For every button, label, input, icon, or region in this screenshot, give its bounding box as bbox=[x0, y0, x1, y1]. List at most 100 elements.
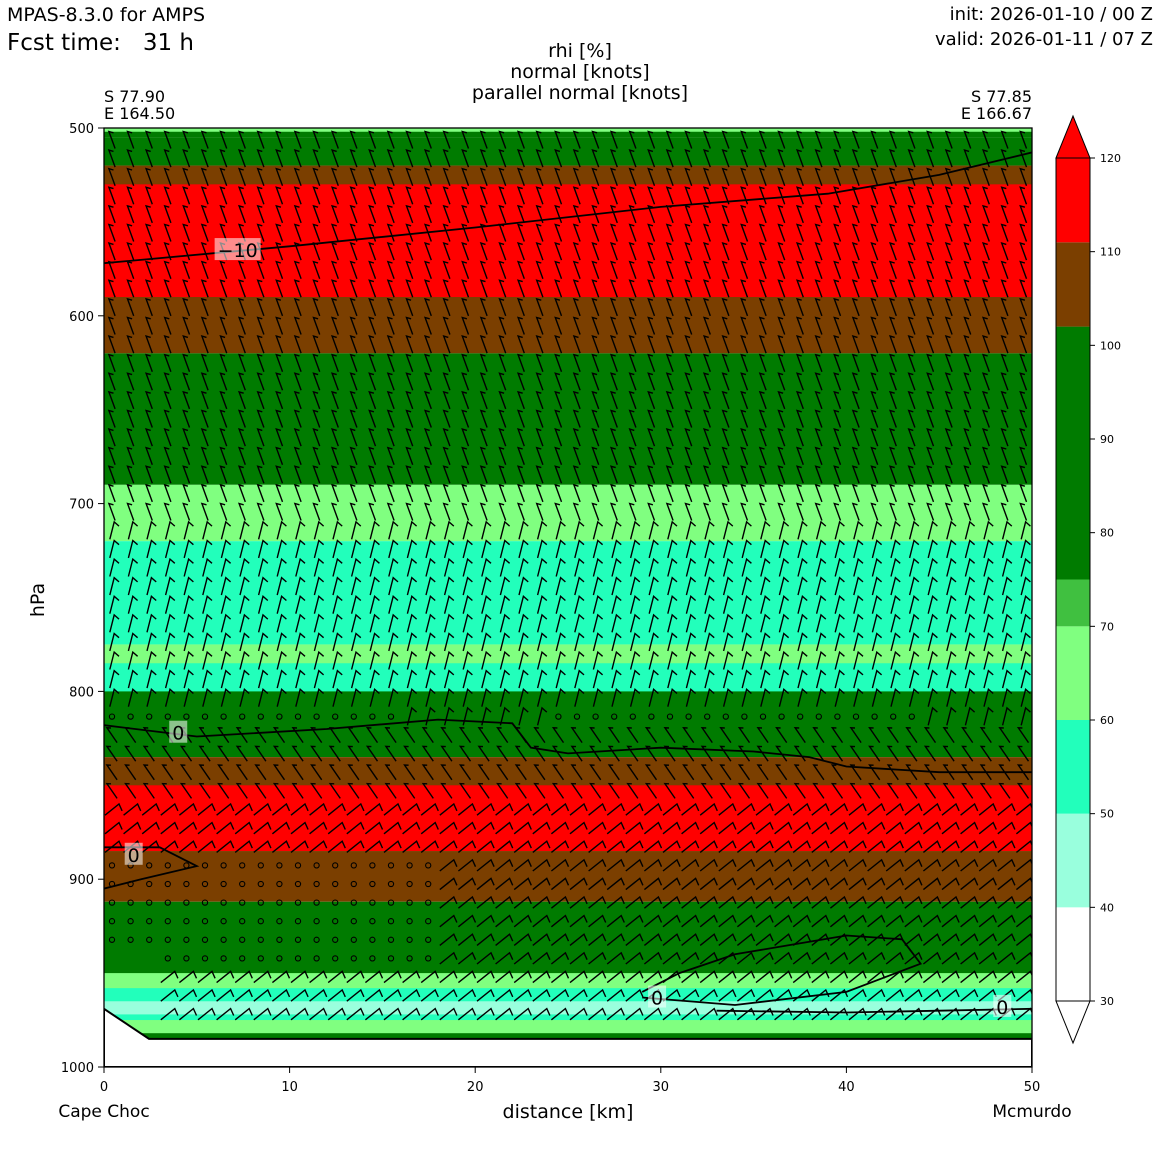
wind-barb bbox=[927, 613, 938, 633]
wind-barb bbox=[628, 260, 637, 279]
wind-barb bbox=[513, 914, 532, 928]
wind-barb bbox=[514, 764, 527, 781]
wind-barb bbox=[257, 613, 269, 633]
wind-barb bbox=[758, 223, 767, 242]
wind-barb bbox=[368, 223, 377, 242]
wind-barb bbox=[760, 520, 771, 540]
wind-barb bbox=[312, 186, 321, 205]
wind-barb bbox=[439, 951, 458, 965]
contour-label-bg bbox=[648, 985, 667, 1008]
wind-barb bbox=[963, 316, 972, 335]
wind-barb bbox=[403, 782, 416, 799]
wind-barb bbox=[160, 840, 179, 853]
calm-wind-mark bbox=[127, 713, 134, 720]
wind-barb bbox=[833, 242, 842, 261]
wind-barb bbox=[926, 260, 935, 279]
wind-barb bbox=[963, 409, 972, 428]
wind-barb bbox=[439, 802, 458, 816]
wind-barb bbox=[295, 557, 306, 577]
calm-wind-mark bbox=[332, 899, 339, 906]
wind-barb bbox=[736, 840, 756, 853]
wind-barb bbox=[740, 297, 749, 317]
wind-barb bbox=[532, 914, 551, 928]
wind-barb bbox=[758, 465, 767, 484]
wind-barb bbox=[665, 483, 674, 503]
wind-barb bbox=[109, 650, 120, 670]
wind-barb bbox=[442, 353, 451, 372]
wind-barb bbox=[815, 669, 827, 689]
wind-barb bbox=[886, 764, 899, 781]
wind-barb bbox=[219, 372, 228, 391]
wind-barb bbox=[406, 669, 418, 689]
wind-barb bbox=[699, 970, 718, 984]
wind-barb bbox=[146, 613, 157, 633]
wind-barb bbox=[758, 130, 767, 149]
wind-barb bbox=[758, 483, 767, 503]
wind-barb bbox=[313, 576, 325, 596]
wind-barb bbox=[476, 1007, 495, 1021]
wind-barb bbox=[665, 242, 674, 261]
wind-barb bbox=[275, 502, 284, 521]
wind-barb bbox=[309, 821, 328, 835]
wind-barb bbox=[741, 632, 752, 652]
wind-barb bbox=[609, 186, 618, 205]
wind-barb bbox=[144, 428, 153, 447]
wind-barb bbox=[457, 1007, 477, 1021]
wind-barb bbox=[907, 502, 916, 521]
wind-barb bbox=[405, 186, 414, 205]
wind-barb bbox=[942, 727, 955, 743]
wind-barb bbox=[272, 727, 286, 743]
calm-wind-mark bbox=[257, 955, 264, 962]
wind-barb bbox=[403, 764, 416, 781]
wind-barb bbox=[346, 821, 365, 835]
wind-barb bbox=[330, 483, 339, 503]
wind-barb bbox=[774, 877, 793, 891]
wind-barb bbox=[423, 409, 432, 428]
wind-barb bbox=[609, 279, 618, 298]
wind-barb bbox=[684, 409, 693, 428]
wind-barb bbox=[888, 279, 897, 298]
wind-barb bbox=[684, 186, 693, 205]
wind-barb bbox=[533, 745, 546, 762]
wind-barb bbox=[479, 186, 488, 205]
wind-barb bbox=[1000, 167, 1009, 186]
wind-barb bbox=[406, 650, 418, 670]
wind-barb bbox=[681, 970, 700, 984]
wind-barb bbox=[867, 914, 886, 928]
wind-barb bbox=[741, 520, 752, 540]
wind-barb bbox=[851, 428, 860, 447]
wind-barb bbox=[293, 502, 302, 521]
wind-barb bbox=[1001, 576, 1013, 596]
wind-barb bbox=[760, 613, 771, 633]
wind-barb bbox=[926, 335, 935, 354]
wind-barb bbox=[163, 279, 172, 298]
wind-barb bbox=[257, 520, 269, 540]
wind-barb bbox=[868, 782, 881, 799]
wind-barb bbox=[388, 688, 399, 707]
wind-barb bbox=[457, 895, 477, 909]
wind-barb bbox=[516, 204, 525, 224]
wind-barb bbox=[922, 895, 942, 909]
wind-barb bbox=[219, 390, 228, 410]
wind-barb bbox=[276, 669, 287, 689]
calm-wind-mark bbox=[164, 955, 171, 962]
wind-barb bbox=[146, 539, 157, 559]
wind-barb bbox=[462, 613, 473, 633]
colorbar-tick-label: 80 bbox=[1100, 527, 1114, 540]
wind-barb bbox=[667, 520, 678, 540]
wind-barb bbox=[216, 970, 235, 984]
wind-barb bbox=[871, 688, 883, 707]
wind-barb bbox=[811, 895, 830, 909]
wind-barb bbox=[293, 409, 302, 428]
wind-barb bbox=[476, 858, 495, 872]
wind-barb bbox=[293, 428, 302, 447]
wind-barb bbox=[276, 557, 287, 577]
wind-barb bbox=[1000, 130, 1009, 149]
contour-label-bg bbox=[214, 238, 261, 261]
wind-barb bbox=[369, 613, 380, 633]
wind-barb bbox=[179, 764, 193, 781]
wind-barb bbox=[665, 130, 674, 149]
wind-barb bbox=[144, 353, 153, 372]
wind-barb bbox=[109, 557, 120, 577]
